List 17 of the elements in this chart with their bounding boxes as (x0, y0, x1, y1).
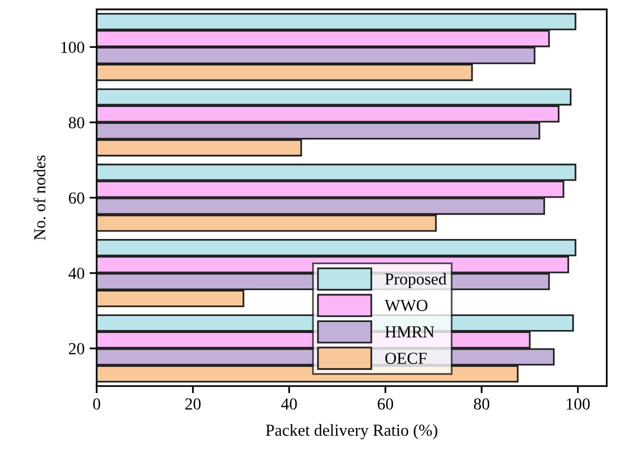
legend-label: WWO (384, 300, 428, 312)
x-tick-label: 80 (474, 398, 490, 410)
x-tick-label: 60 (378, 398, 394, 410)
y-tick-label: 100 (61, 42, 84, 53)
y-tick-label: 40 (68, 268, 84, 280)
legend-label: Proposed (385, 272, 446, 288)
x-axis-title: Packet delivery Ratio (%) (266, 424, 438, 440)
x-tick-label: 0 (93, 398, 100, 410)
legend-label: HMRN (385, 326, 434, 338)
y-tick-label: 80 (68, 117, 84, 128)
x-tick-label: 20 (185, 398, 201, 410)
x-tick-label: 100 (566, 398, 590, 410)
y-axis-title: No. of nodes (33, 156, 46, 240)
y-tick-label: 60 (68, 192, 84, 204)
x-tick-label: 40 (281, 398, 297, 410)
y-tick-label: 20 (68, 343, 84, 354)
legend-label: OECF (385, 352, 427, 364)
